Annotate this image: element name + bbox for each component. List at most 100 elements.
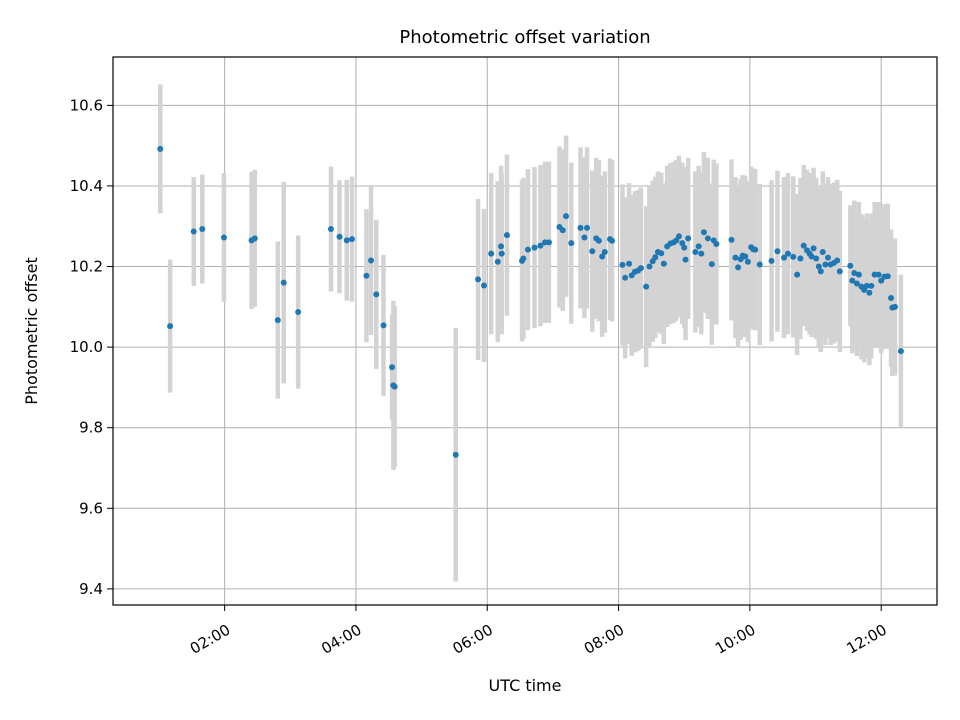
data-point (891, 303, 898, 310)
data-point (863, 282, 870, 289)
data-point (327, 226, 334, 233)
data-point (563, 213, 570, 220)
data-point (524, 246, 531, 253)
y-axis-label: Photometric offset (22, 257, 41, 405)
data-point (531, 244, 538, 251)
data-point (781, 254, 788, 261)
data-point (608, 237, 615, 244)
data-point (878, 277, 885, 284)
data-point (704, 235, 711, 242)
data-point (681, 244, 688, 251)
data-point (568, 240, 575, 247)
data-point (675, 233, 682, 240)
data-point (735, 264, 742, 271)
data-point (815, 263, 822, 270)
data-point (251, 235, 258, 242)
data-point (626, 260, 633, 267)
data-point (819, 249, 826, 256)
data-point (825, 254, 832, 261)
data-point (637, 265, 644, 272)
data-point (488, 250, 495, 257)
data-point (800, 242, 807, 249)
plot-area-frame (112, 56, 938, 606)
data-point (503, 232, 510, 239)
data-point (199, 226, 206, 233)
data-point (884, 273, 891, 280)
data-point (851, 269, 858, 276)
data-point (866, 289, 873, 296)
data-point (700, 229, 707, 236)
data-point (692, 249, 699, 256)
data-point (494, 258, 501, 265)
data-point (220, 234, 227, 241)
data-point (849, 277, 856, 284)
y-tick-label: 9.6 (79, 499, 103, 517)
y-tick-label: 10.0 (70, 338, 103, 356)
data-point (888, 294, 895, 301)
data-point (559, 227, 566, 234)
data-point (480, 282, 487, 289)
data-point (774, 248, 781, 255)
chart-title: Photometric offset variation (399, 27, 650, 48)
data-point (336, 233, 343, 240)
y-tick-label: 10.4 (70, 177, 103, 195)
data-point (847, 262, 854, 269)
data-point (545, 239, 552, 246)
data-point (348, 236, 355, 243)
data-point (652, 254, 659, 261)
data-point (744, 258, 751, 265)
data-point (274, 317, 281, 324)
data-point (790, 253, 797, 260)
data-point (475, 276, 482, 283)
data-point (834, 257, 841, 264)
data-point (646, 263, 653, 270)
data-point (868, 282, 875, 289)
data-point (581, 234, 588, 241)
data-point (713, 240, 720, 247)
data-point (584, 224, 591, 231)
data-point (853, 280, 860, 287)
data-point (343, 237, 350, 244)
data-point (897, 348, 904, 355)
data-point (520, 255, 527, 262)
y-tick-label: 10.6 (70, 96, 103, 114)
data-point (768, 257, 775, 264)
data-point (752, 246, 759, 253)
data-point (797, 255, 804, 262)
data-point (817, 268, 824, 275)
data-point (167, 323, 174, 330)
data-point (732, 254, 739, 261)
data-point (363, 272, 370, 279)
data-point (658, 250, 665, 257)
data-point (595, 237, 602, 244)
data-point (599, 253, 606, 260)
data-point (190, 228, 197, 235)
data-point (698, 250, 705, 257)
data-point (643, 283, 650, 290)
data-point (157, 145, 164, 152)
data-points (157, 145, 904, 458)
y-tick-label: 9.8 (79, 419, 103, 437)
y-tick-label: 10.2 (70, 258, 103, 276)
data-point (380, 322, 387, 329)
data-point (280, 279, 287, 286)
data-point (391, 383, 398, 390)
data-point (389, 364, 396, 371)
x-axis-label: UTC time (489, 676, 562, 695)
data-point (601, 249, 608, 256)
data-point (855, 271, 862, 278)
data-point (368, 257, 375, 264)
data-point (756, 261, 763, 268)
data-point (682, 256, 689, 263)
data-point (498, 250, 505, 257)
data-point (660, 260, 667, 267)
data-point (810, 245, 817, 252)
data-point (452, 451, 459, 458)
data-point (577, 224, 584, 231)
data-point (794, 271, 801, 278)
data-point (537, 242, 544, 249)
data-point (295, 309, 302, 316)
data-point (808, 253, 815, 260)
data-point (728, 236, 735, 243)
